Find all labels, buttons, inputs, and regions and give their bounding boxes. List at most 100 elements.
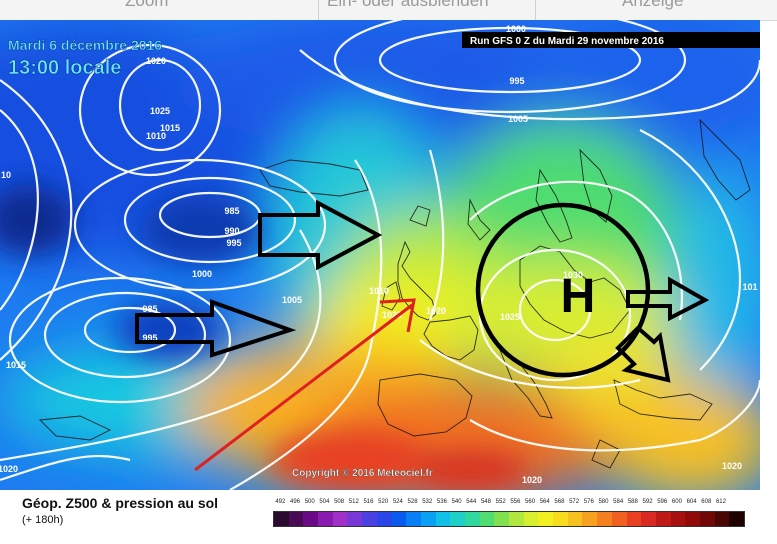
isobar-label: 1020 [0,464,18,474]
color-scale-label: 584 [613,499,624,505]
color-scale-label: 600 [671,499,682,505]
zoom-menu[interactable]: Zoom [125,0,169,10]
color-scale-label: 588 [627,499,638,505]
map-canvas: 1000 1020 995 1005 1025 1015 1010 10 985… [0,20,760,490]
color-scale-swatch [670,512,686,526]
color-scale-label: 552 [495,499,506,505]
color-scale-swatch [611,512,627,526]
color-scale-label: 504 [319,499,330,505]
warm-air-arrow [194,298,416,472]
color-scale-swatch [494,512,509,526]
toolbar-divider [318,0,319,20]
color-scale-label: 536 [436,499,447,505]
color-scale-swatch [406,512,421,526]
color-scale-label: 492 [275,499,286,505]
display-menu[interactable]: Anzeige [622,0,684,10]
isobar-label: 1015 [6,360,26,370]
isobar-label: 1015 [160,123,180,133]
color-scale-swatch [332,512,348,526]
weather-map: 1000 1020 995 1005 1025 1015 1010 10 985… [0,20,760,490]
time-label: 13:00 locale [8,57,121,79]
color-scale-label: 524 [392,499,403,505]
isobar-label: 985 [142,304,157,314]
color-scale-label: 576 [583,499,594,505]
color-scale-swatch [714,512,730,526]
isobar-label: 101 [742,282,757,292]
color-scale-swatch [362,512,377,526]
isobar-label: 995 [509,76,524,86]
isobar-label: 1010 [146,131,166,141]
color-scale-label: 520 [378,499,389,505]
isobar-label: 1030 [563,270,583,280]
isobar-label: 1000 [192,269,212,279]
color-scale-swatch [318,512,333,526]
isobars [0,20,760,490]
toggle-visibility-menu[interactable]: Ein- oder ausblenden [327,0,489,10]
isobar-label: 990 [224,226,239,236]
color-scale-label: 604 [686,499,697,505]
legend-subtitle: (+ 180h) [22,514,64,526]
arrow-icon [258,199,383,271]
isobar-label: 1020 [146,56,166,66]
color-scale-label: 496 [290,499,301,505]
color-scale-label: 532 [422,499,433,505]
color-scale-swatch [553,512,568,526]
color-scale-swatch [420,512,436,526]
color-scale-swatch [450,512,465,526]
color-scale-label: 564 [539,499,550,505]
color-scale-label: 572 [569,499,580,505]
isobar-label: 1020 [382,310,402,320]
arrow-icon [615,325,671,383]
color-scale-label: 608 [701,499,712,505]
color-scale-label: 580 [598,499,609,505]
color-scale-label: 544 [466,499,477,505]
color-scale-swatch [435,512,451,526]
color-scale-swatch [479,512,495,526]
color-scale-label: 528 [407,499,418,505]
legend: Géop. Z500 & pression au sol (+ 180h) 49… [0,490,777,544]
isobar-label: 1005 [508,114,528,124]
color-scale-swatch [655,512,671,526]
color-scale-swatch [509,512,524,526]
arrow-icon [135,299,297,358]
color-scale-label: 516 [363,499,374,505]
color-scale-swatch [729,512,744,526]
geopotential-field [0,20,760,490]
color-scale-labels: 492 496 500 504 508 512 516 520 524 528 532 536 540 5… [273,499,743,509]
run-label-box [462,32,760,48]
color-scale-label: 612 [715,499,726,505]
run-label: Run GFS 0 Z du Mardi 29 novembre 2016 [470,36,664,47]
color-scale-swatch [685,512,700,526]
copyright-text: Copyright © 2016 Meteociel.fr [292,468,433,479]
color-scale-swatch [347,512,363,526]
color-scale-label: 540 [451,499,462,505]
color-scale-label: 596 [657,499,668,505]
color-scale-swatch [699,512,715,526]
color-scale-label: 500 [304,499,315,505]
coastlines [39,118,751,469]
color-scale-label: 556 [510,499,521,505]
color-scale-swatch [582,512,598,526]
isobar-label: 1020 [426,306,446,316]
color-scale-label: 548 [480,499,491,505]
isobar-label: 995 [226,238,241,248]
color-scale-swatch [288,512,304,526]
color-scale-label: 560 [525,499,536,505]
isobar-label: 1025 [500,312,520,322]
color-scale-swatch [274,512,289,526]
date-label: Mardi 6 décembre 2016 [8,37,162,53]
arrow-icon [626,276,710,322]
flow-arrows [135,199,710,383]
isobar-label: 1005 [282,295,302,305]
color-scale-swatch [391,512,407,526]
isobar-label: 1000 [506,24,526,34]
color-scale-swatch [464,512,480,526]
color-scale-swatch [641,512,656,526]
isobar-label: 995 [142,333,157,343]
toolbar-divider [535,0,536,20]
legend-title: Géop. Z500 & pression au sol [22,495,219,511]
isobar-label: 1020 [722,461,742,471]
color-scale-swatch [303,512,319,526]
color-scale-swatch [597,512,612,526]
top-toolbar: Zoom Ein- oder ausblenden Anzeige [0,0,777,21]
